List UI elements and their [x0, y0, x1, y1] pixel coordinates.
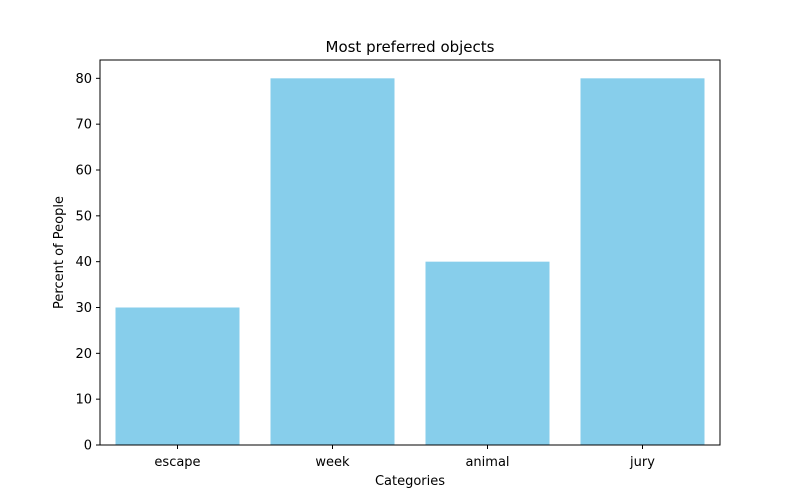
bar-week	[270, 78, 395, 445]
x-tick-label: escape	[154, 455, 200, 470]
bars-layer	[115, 78, 705, 445]
y-tick-label: 60	[75, 164, 92, 179]
y-tick-label: 40	[75, 255, 92, 270]
bar-jury	[580, 78, 705, 445]
y-tick-label: 10	[75, 393, 92, 408]
bar-animal	[425, 261, 550, 445]
plot-frame	[99, 59, 721, 446]
y-tick-label: 80	[75, 72, 92, 87]
y-tick-label: 20	[75, 347, 92, 362]
x-tick-label: animal	[465, 455, 509, 470]
y-axis-ticks: 0 10 20 30 40 50 60 70 80	[75, 72, 100, 454]
x-tick-label: jury	[629, 455, 655, 470]
x-axis-label: Categories	[375, 474, 445, 489]
y-tick-label: 70	[75, 118, 92, 133]
x-axis-ticks: escape week animal jury	[154, 445, 655, 470]
x-tick-label: week	[315, 455, 350, 470]
chart-title: Most preferred objects	[326, 38, 495, 56]
y-axis-label: Percent of People	[52, 196, 67, 309]
y-tick-label: 50	[75, 209, 92, 224]
y-tick-label: 0	[84, 439, 92, 454]
bar-escape	[115, 307, 240, 445]
y-tick-label: 30	[75, 301, 92, 316]
